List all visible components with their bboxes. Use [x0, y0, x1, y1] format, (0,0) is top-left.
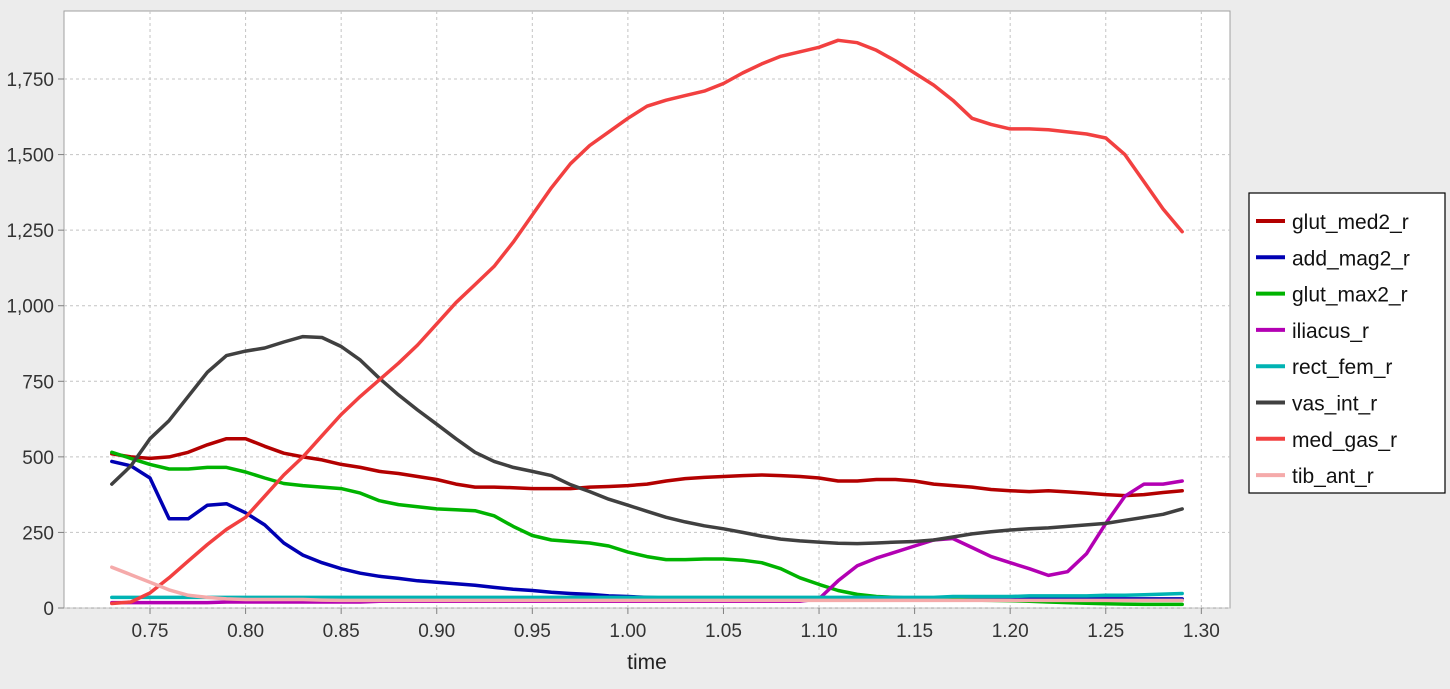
legend-label: rect_fem_r [1292, 356, 1392, 379]
y-tick-label: 750 [22, 372, 54, 393]
series-line-med-gas-r [110, 38, 1184, 606]
series-lines [110, 38, 1184, 607]
x-tick-label: 0.75 [132, 621, 169, 642]
series-line-vas-int-r [110, 334, 1184, 546]
legend-box [1248, 192, 1446, 494]
x-tick-label: 0.80 [227, 621, 264, 642]
legend-label: vas_int_r [1292, 393, 1377, 416]
series-line-glut-med2-r [110, 436, 1184, 498]
x-tick-label: 1.20 [992, 621, 1029, 642]
y-tick-label: 0 [43, 599, 54, 620]
legend-label: iliacus_r [1292, 320, 1369, 343]
x-tick-label: 0.85 [323, 621, 360, 642]
grid [64, 11, 1230, 609]
y-tick-label: 1,250 [6, 221, 54, 242]
x-tick-label: 1.25 [1087, 621, 1124, 642]
x-tick-label: 1.15 [896, 621, 933, 642]
series-line-tib-ant-r [110, 565, 1184, 603]
legend-label: add_mag2_r [1292, 247, 1410, 270]
x-tick-label: 1.05 [705, 621, 742, 642]
legend-label: med_gas_r [1292, 429, 1397, 452]
x-tick-label: 1.10 [801, 621, 838, 642]
x-tick-label: 0.95 [514, 621, 551, 642]
x-axis-title: time [627, 651, 667, 674]
y-tick-label: 1,500 [6, 146, 54, 167]
y-tick-label: 1,000 [6, 297, 54, 318]
legend-label: glut_med2_r [1292, 211, 1409, 234]
y-tick-label: 500 [22, 448, 54, 469]
x-tick-label: 0.90 [418, 621, 455, 642]
legend: glut_med2_r add_mag2_r glut_max2_r iliacus_… [1248, 192, 1446, 494]
series-line-rect-fem-r [110, 591, 1184, 600]
y-tick-label: 250 [22, 523, 54, 544]
y-tick-label: 1,750 [6, 70, 54, 91]
plot-area [63, 10, 1231, 609]
x-tick-label: 1.00 [609, 621, 646, 642]
x-tick-label: 1.30 [1183, 621, 1220, 642]
legend-label: glut_max2_r [1292, 284, 1408, 307]
axes: 0.75 0.80 0.85 0.90 0.95 1.00 1.05 1.10 1.15 1.20… [6, 70, 1219, 642]
legend-label: tib_ant_r [1292, 465, 1374, 488]
